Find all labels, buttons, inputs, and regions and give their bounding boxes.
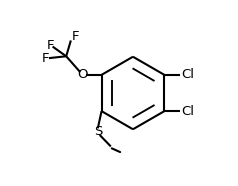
Text: F: F [42, 52, 50, 65]
Text: O: O [78, 68, 88, 81]
Text: Cl: Cl [181, 68, 194, 81]
Text: S: S [94, 125, 102, 138]
Text: F: F [47, 39, 54, 52]
Text: Cl: Cl [181, 105, 194, 118]
Text: F: F [71, 30, 79, 43]
